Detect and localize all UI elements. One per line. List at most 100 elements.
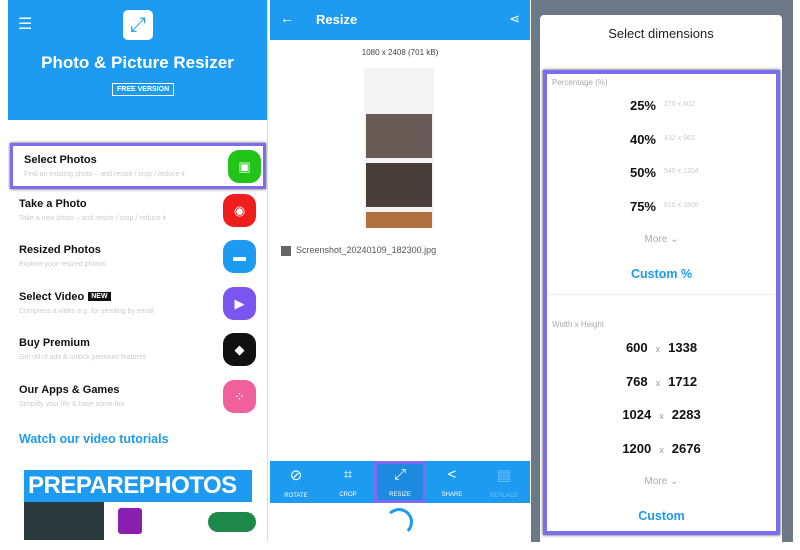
dimensions-screen: Select dimensions Percentage (%) More ⌄ …	[531, 0, 793, 542]
percentage-value: 40%	[629, 131, 656, 147]
apps-icon[interactable]: ⁘	[223, 379, 256, 413]
menu-item-select-photos[interactable]: Select Photos Find an existing photo – a…	[10, 143, 266, 189]
menu-item-subtitle: Find an existing photo – and resize / cr…	[24, 171, 185, 178]
resize-screen: ← Resize ⋖ 1080 x 2408 (701 kB) Screensh…	[270, 0, 530, 542]
width-value: 1024	[622, 407, 652, 422]
ad-banner[interactable]: PREPAREPHOTOS	[24, 470, 252, 502]
app-logo-icon: ⤢	[123, 10, 153, 40]
replace-button[interactable]: ▤ REPLACE	[478, 461, 530, 503]
app-header: ☰ ⤢ Photo & Picture Resizer FREE VERSION	[8, 0, 267, 120]
ad-row[interactable]	[24, 502, 264, 540]
rotate-button[interactable]: ⊘ ROTATE	[270, 461, 322, 503]
menu-item-resized-photos[interactable]: Resized Photos Explore your resized phot…	[8, 236, 267, 282]
app-title: Photo & Picture Resizer	[41, 53, 234, 72]
tool-label: ROTATE	[284, 493, 308, 499]
size-option[interactable]: 768 x 1712	[547, 374, 776, 389]
file-name: Screenshot_20240109_182300.jpg	[281, 245, 436, 256]
crop-icon: ⌗	[343, 466, 353, 483]
menu-item-our-apps-games[interactable]: Our Apps & Games Simplify your life & ha…	[8, 376, 267, 422]
menu-item-title: Resized Photos	[19, 244, 101, 256]
home-screen: ☰ ⤢ Photo & Picture Resizer FREE VERSION…	[8, 0, 268, 542]
resulting-size: 270 x 602	[664, 101, 695, 108]
file-name-text: Screenshot_20240109_182300.jpg	[296, 245, 437, 255]
loading-spinner	[385, 508, 413, 536]
new-badge: NEW	[88, 292, 111, 302]
percentage-label: Percentage (%)	[552, 78, 608, 87]
width-height-label: Width x Height	[552, 320, 605, 329]
percentage-option[interactable]: 40% 432 x 963	[547, 132, 776, 152]
back-arrow-icon[interactable]: ←	[280, 10, 294, 26]
image-file-icon	[281, 245, 291, 256]
tool-label: CROP	[339, 492, 357, 498]
dialog-title: Select dimensions	[608, 26, 714, 41]
menu-item-buy-premium[interactable]: Buy Premium Get rid of ads & unlock prem…	[8, 329, 267, 375]
menu-item-title: Take a Photo	[19, 198, 87, 210]
tool-label: RESIZE	[389, 492, 411, 498]
screen-title: Resize	[316, 12, 358, 27]
dimension-options: Percentage (%) More ⌄ Custom % Width x H…	[543, 70, 780, 535]
size-option[interactable]: 600 x 1338	[547, 340, 776, 355]
height-value: 2676	[671, 440, 701, 456]
diamond-icon[interactable]: ◆	[223, 333, 256, 366]
resize-icon: ⤢	[393, 466, 406, 483]
percentage-option[interactable]: 75% 810 x 1806	[547, 199, 776, 219]
menu-item-title: Select Video NEW	[19, 291, 111, 303]
times-sign: x	[655, 377, 661, 388]
width-value: 1200	[622, 440, 652, 456]
menu-item-title-text: Our Apps & Games	[19, 383, 120, 396]
rotate-icon: ⊘	[289, 467, 303, 484]
gallery-icon[interactable]: ▣	[228, 150, 261, 183]
menu-item-subtitle: Take a new photo – and resize / crop / r…	[19, 214, 167, 222]
resize-button[interactable]: ⤢ RESIZE	[374, 461, 426, 503]
size-option[interactable]: 1200 x 2676	[547, 441, 776, 456]
menu-item-subtitle: Compress a video e.g. for sending by ema…	[19, 307, 154, 315]
resulting-size: 432 x 963	[664, 134, 695, 142]
menu-item-title: Select Photos	[24, 154, 97, 166]
more-sizes-button[interactable]: More ⌄	[644, 476, 679, 487]
times-sign: x	[659, 444, 664, 455]
menu-item-title-text: Resized Photos	[19, 244, 101, 256]
size-option[interactable]: 1024 x 2283	[547, 407, 776, 422]
resize-header: ← Resize ⋖	[270, 0, 530, 40]
folder-icon[interactable]: ▬	[223, 240, 256, 273]
menu-item-subtitle: Get rid of ads & unlock premium features	[19, 354, 147, 361]
tool-label: REPLACE	[489, 493, 518, 499]
menu-item-subtitle: Explore your resized photos	[19, 261, 106, 268]
custom-percentage-button[interactable]: Custom %	[630, 267, 693, 281]
times-sign: x	[659, 411, 664, 421]
edit-toolbar: ⊘ ROTATE ⌗ CROP ⤢ RESIZE < SHARE ▤ REPLACE	[270, 461, 530, 503]
share-icon: <	[447, 466, 457, 483]
divider	[547, 294, 776, 295]
menu-item-title-text: Select Photos	[24, 154, 97, 166]
menu-item-title: Our Apps & Games	[19, 384, 119, 396]
menu-item-take-a-photo[interactable]: Take a Photo Take a new photo – and resi…	[8, 190, 267, 236]
percentage-option[interactable]: 25% 270 x 602	[547, 98, 776, 118]
share-button[interactable]: < SHARE	[426, 461, 478, 503]
resulting-size: 540 x 1204	[664, 168, 699, 175]
free-version-badge: FREE VERSION	[112, 83, 175, 96]
percentage-value: 25%	[629, 98, 656, 113]
custom-size-button[interactable]: Custom	[638, 509, 685, 523]
percentage-value: 50%	[629, 165, 656, 180]
menu-item-select-video[interactable]: Select Video NEW Compress a video e.g. fo…	[8, 283, 267, 329]
menu-item-title: Buy Premium	[19, 337, 90, 349]
video-icon[interactable]: ▶	[223, 286, 256, 320]
menu-item-subtitle: Simplify your life & have some fun	[19, 400, 125, 408]
menu-item-title-text: Buy Premium	[19, 337, 90, 349]
more-percentages-button[interactable]: More ⌄	[644, 234, 679, 245]
video-tutorials-link[interactable]: Watch our video tutorials	[19, 432, 169, 446]
crop-button[interactable]: ⌗ CROP	[322, 461, 374, 503]
menu-icon[interactable]: ☰	[18, 16, 33, 33]
menu-item-title-text: Take a Photo	[19, 197, 87, 210]
width-value: 768	[625, 373, 648, 389]
image-dimensions: 1080 x 2408 (701 kB)	[361, 48, 439, 57]
camera-icon[interactable]: ◉	[223, 193, 256, 227]
share-icon[interactable]: ⋖	[509, 11, 520, 26]
height-value: 1712	[668, 373, 698, 389]
resulting-size: 810 x 1806	[664, 201, 699, 209]
width-value: 600	[625, 340, 648, 355]
tool-label: SHARE	[441, 492, 463, 498]
select-dimensions-dialog: Select dimensions Percentage (%) More ⌄ …	[540, 15, 782, 542]
times-sign: x	[655, 344, 661, 354]
percentage-option[interactable]: 50% 540 x 1204	[547, 165, 776, 185]
